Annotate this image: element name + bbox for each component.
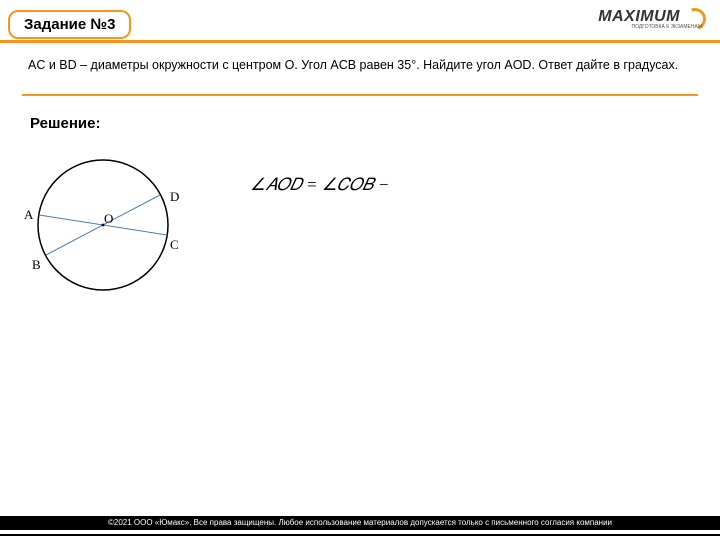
equation-line: ∠𝐴𝑂𝐷 = ∠𝐶𝑂𝐵 − — [250, 175, 389, 195]
header: Задание №3 MAXIMUM ПОДГОТОВКА К ЭКЗАМЕНА… — [0, 0, 720, 48]
header-rule — [0, 40, 720, 43]
bottom-rule — [0, 534, 720, 536]
circle-diagram: A B C D O — [18, 145, 188, 315]
label-b: B — [32, 257, 41, 273]
label-o: O — [104, 211, 113, 227]
label-c: C — [170, 237, 179, 253]
problem-statement: AC и BD – диаметры окружности с центром … — [28, 58, 700, 72]
brand-subtitle: ПОДГОТОВКА К ЭКЗАМЕНАМ — [632, 24, 702, 30]
task-badge: Задание №3 — [8, 10, 131, 39]
solution-heading: Решение: — [30, 115, 100, 132]
diagram-svg — [18, 145, 188, 315]
label-a: A — [24, 207, 33, 223]
task-label: Задание №3 — [24, 16, 115, 33]
divider-rule — [22, 94, 698, 96]
footer-copyright: ©2021 ООО «Юмакс». Все права защищены. Л… — [0, 516, 720, 530]
label-d: D — [170, 189, 179, 205]
